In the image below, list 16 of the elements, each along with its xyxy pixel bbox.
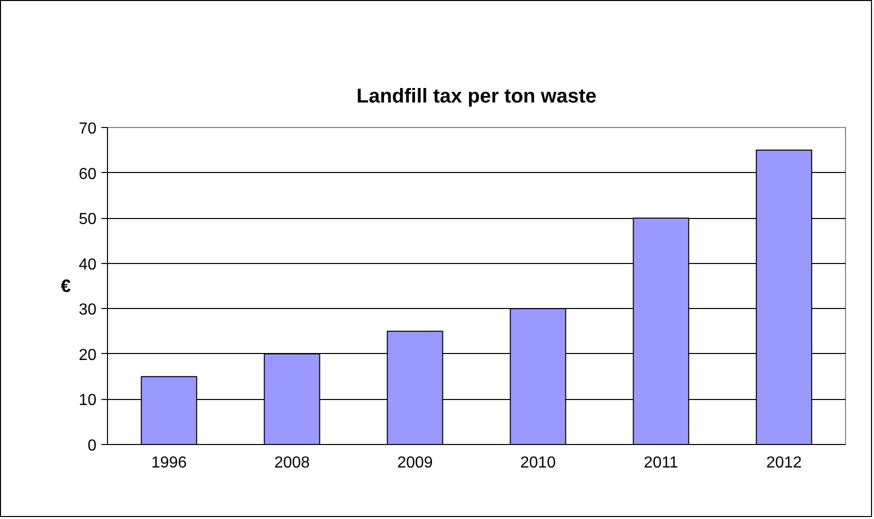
y-tick-label: 70 — [78, 120, 97, 138]
x-tick-label: 2008 — [274, 454, 310, 472]
y-tick-label: 50 — [78, 211, 97, 228]
x-tick-label: 2010 — [520, 454, 556, 472]
x-tick-label: 2009 — [397, 454, 433, 472]
x-tick-label: 1996 — [151, 454, 187, 472]
y-tick-label: 20 — [78, 346, 97, 364]
x-tick-label: 2011 — [644, 454, 678, 472]
y-axis-title: € — [60, 276, 71, 296]
x-tick-label: 2012 — [766, 454, 802, 472]
y-tick-label: 0 — [88, 438, 97, 454]
chart-title: Landfill tax per ton waste — [356, 86, 597, 108]
y-tick-label: 40 — [78, 256, 97, 274]
y-tick-label: 30 — [78, 302, 97, 319]
y-tick-label: 10 — [78, 392, 97, 410]
y-tick-label: 60 — [78, 166, 97, 183]
